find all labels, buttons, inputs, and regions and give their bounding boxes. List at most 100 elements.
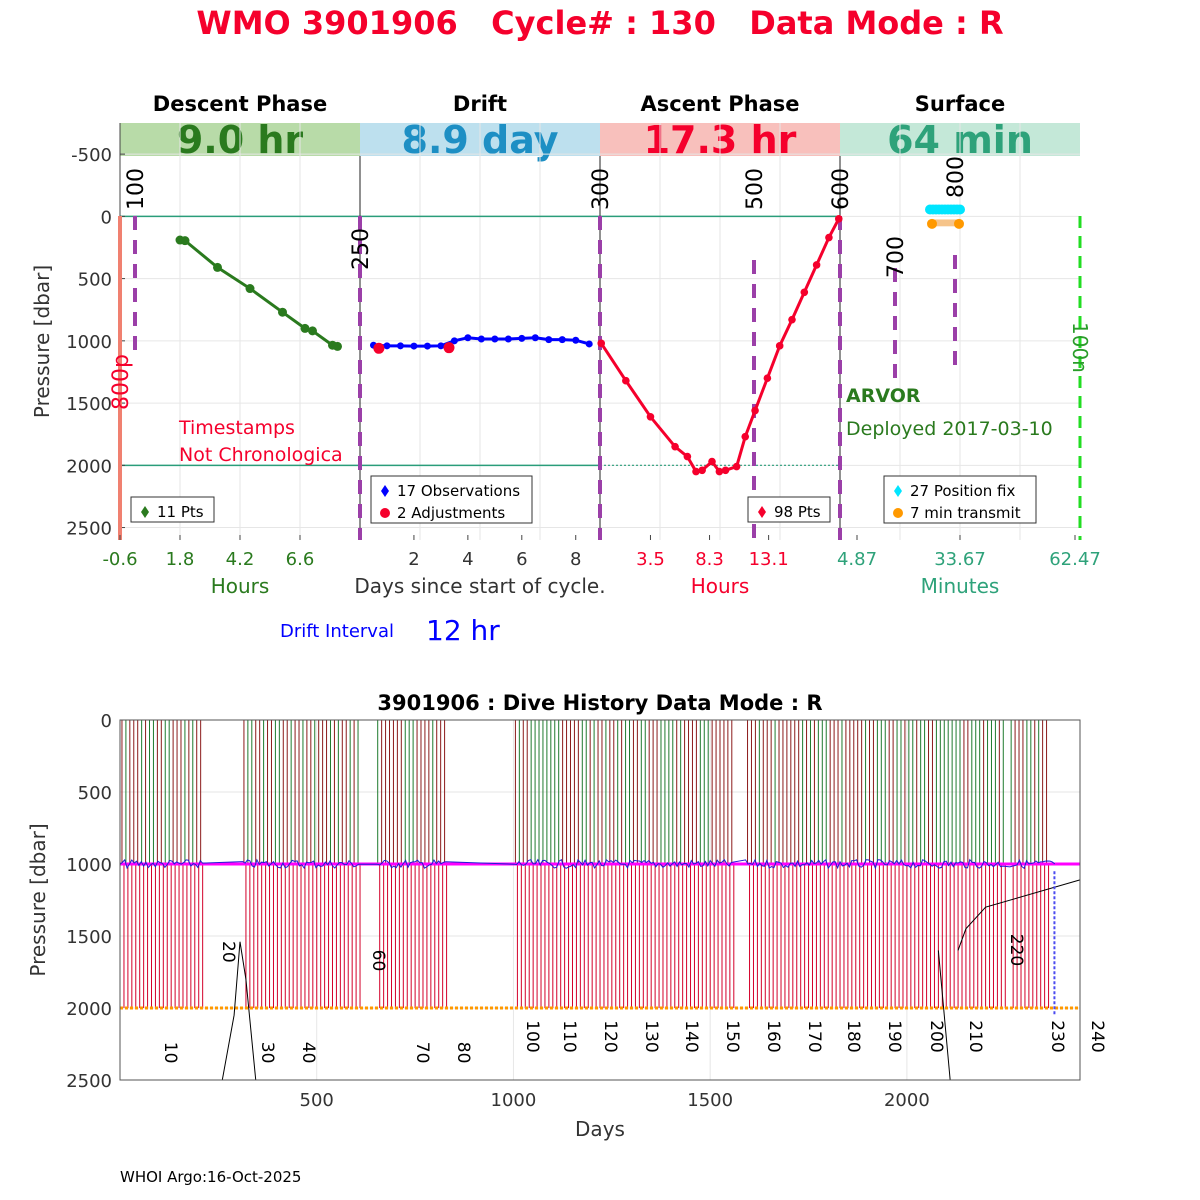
cycle-label: 240 — [1087, 1020, 1107, 1052]
descent-point — [300, 323, 310, 333]
ascent-point — [646, 412, 655, 421]
drift-adjustment-point — [373, 342, 385, 354]
drift-point — [437, 342, 445, 350]
cycle-label: 30 — [257, 1042, 277, 1064]
legend-box — [370, 475, 533, 524]
timestamps-annotation: Timestamps — [178, 417, 295, 439]
history-frame — [119, 719, 1081, 1081]
x-tick-label: 6 — [516, 549, 527, 570]
drift-point — [423, 342, 431, 350]
legend-label: 98 Pts — [774, 503, 821, 521]
marker-label: 300 — [589, 168, 614, 210]
descent-point — [333, 341, 342, 351]
drift-point — [545, 336, 553, 344]
drift-point — [383, 342, 391, 350]
drift-point — [585, 340, 593, 348]
marker-label: 500 — [743, 168, 768, 210]
deployment-date: Deployed 2017-03-10 — [846, 418, 1053, 440]
x-axis-unit: Hours — [211, 574, 270, 598]
cycle-label: 80 — [453, 1042, 473, 1064]
x-tick-label: 1.8 — [166, 549, 195, 570]
ascent-point — [741, 432, 750, 441]
y-tick-label: 1000 — [66, 332, 112, 353]
ascent-point — [692, 467, 700, 476]
x-tick-label: 62.47 — [1049, 549, 1101, 570]
cycle-label: 140 — [681, 1020, 701, 1052]
marker-label-800p: 800p — [109, 354, 134, 410]
marker-label: 700 — [884, 236, 909, 278]
legend-marker — [894, 485, 902, 497]
transmit-band — [932, 219, 959, 227]
legend-label: 27 Position fix — [910, 482, 1015, 500]
ascent-point — [800, 288, 809, 297]
x-tick-label: 1500 — [687, 1090, 733, 1111]
x-tick-label: 4.2 — [226, 549, 255, 570]
y-tick-label: -500 — [71, 145, 112, 166]
ascent-point — [715, 467, 724, 476]
bottom-trace — [957, 879, 1081, 951]
phase-name: Descent Phase — [153, 92, 327, 116]
drift-point — [450, 337, 458, 345]
legend-marker — [141, 506, 149, 518]
cycle-label: 110 — [559, 1020, 579, 1052]
y-axis-label: Pressure [dbar] — [30, 265, 54, 418]
transmit-point — [927, 218, 937, 229]
marker-label: 100 — [124, 168, 149, 210]
left-red-bar — [118, 216, 122, 540]
x-axis-unit: Days since start of cycle. — [354, 574, 605, 598]
y-tick-label: 0 — [101, 207, 112, 228]
cycle-label: 200 — [926, 1020, 946, 1052]
cycle-label: 40 — [298, 1042, 318, 1064]
ascent-point — [788, 315, 796, 324]
ascent-point — [683, 452, 692, 461]
x-tick-label: -0.6 — [102, 549, 137, 570]
drift-point — [464, 334, 472, 342]
timestamps-annotation: Not Chronologica — [179, 444, 343, 466]
ascent-point — [708, 457, 716, 466]
drift-point — [477, 335, 485, 343]
y-tick-label: 1500 — [66, 394, 112, 415]
y-tick-label: 2500 — [66, 1071, 112, 1092]
x-tick-label: 13.1 — [749, 549, 789, 570]
marker-label-100n: 100n — [1068, 322, 1092, 373]
ascent-point — [622, 376, 630, 385]
ascent-point — [775, 342, 784, 350]
y-tick-label: 500 — [78, 783, 112, 804]
float-type: ARVOR — [846, 385, 921, 407]
ascent-point — [597, 339, 606, 348]
descent-point — [278, 307, 287, 317]
drift-point — [396, 342, 404, 350]
drift-point — [531, 334, 539, 342]
cycle-label: 120 — [600, 1020, 620, 1052]
ascent-point — [732, 462, 741, 471]
cycle-label: 210 — [965, 1020, 985, 1052]
descent-point — [308, 326, 317, 336]
legend-marker — [380, 508, 390, 518]
cycle-label: 190 — [884, 1020, 904, 1052]
drift-point — [491, 335, 499, 343]
x-tick-label: 4.87 — [837, 549, 877, 570]
x-tick-label: 6.6 — [286, 549, 315, 570]
phase-name: Drift — [453, 92, 507, 116]
y-tick-label: 1500 — [66, 927, 112, 948]
y-tick-label: 500 — [78, 270, 112, 291]
phase-name: Surface — [915, 92, 1005, 116]
legend-marker — [381, 485, 389, 497]
x-axis-unit: Hours — [691, 574, 750, 598]
marker-label: 250 — [349, 228, 374, 270]
y-tick-label: 0 — [101, 711, 112, 732]
cycle-label: 130 — [641, 1020, 661, 1052]
y-tick-label: 2500 — [66, 519, 112, 540]
ascent-point — [698, 466, 706, 475]
y-tick-label: 2000 — [66, 999, 112, 1020]
cycle-label: 150 — [722, 1020, 742, 1052]
legend-box — [883, 475, 1037, 524]
marker-label: 600 — [829, 168, 854, 210]
x-tick-label: 4 — [462, 549, 473, 570]
cycle-label: 70 — [412, 1042, 432, 1064]
descent-point — [245, 284, 255, 294]
page-title: WMO 3901906 Cycle# : 130 Data Mode : R — [196, 4, 1003, 42]
cycle-label: 220 — [1006, 934, 1026, 966]
y-tick-label: 1000 — [66, 855, 112, 876]
drift-interval-label: Drift Interval — [280, 621, 394, 642]
